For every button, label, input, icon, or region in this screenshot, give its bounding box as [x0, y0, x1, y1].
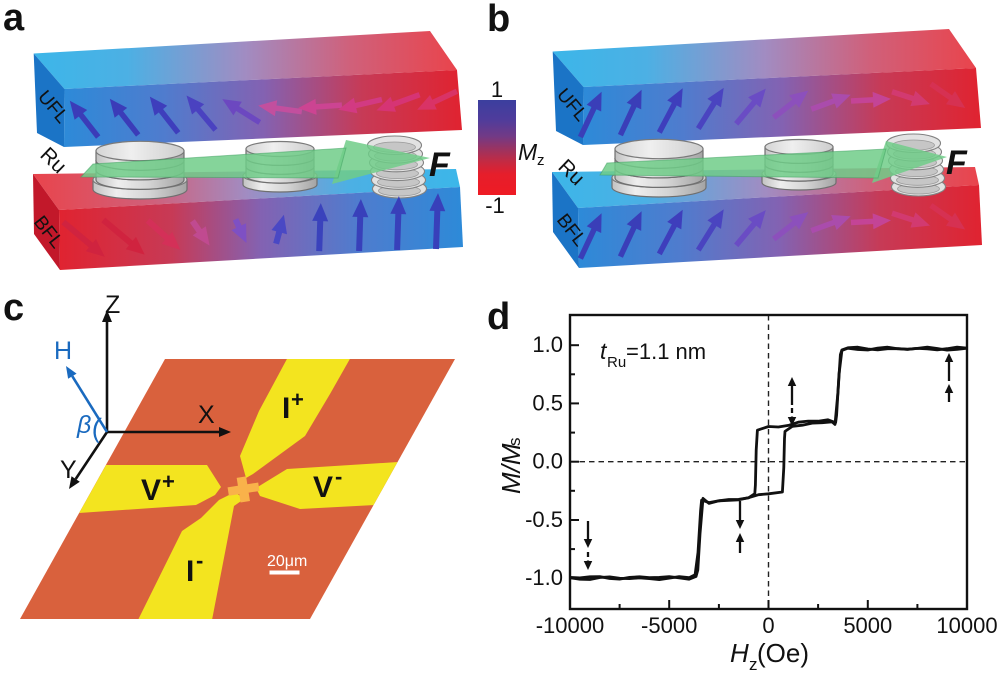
svg-text:H: H — [730, 638, 749, 668]
svg-text:I: I — [282, 392, 290, 425]
svg-text:+: + — [291, 387, 304, 412]
svg-text:a: a — [3, 0, 25, 39]
svg-text:20μm: 20μm — [267, 553, 307, 570]
svg-text:I: I — [186, 555, 194, 588]
svg-text:-1.0: -1.0 — [525, 565, 563, 590]
svg-text:b: b — [487, 0, 510, 40]
svg-text:X: X — [198, 401, 215, 429]
svg-text:Z: Z — [105, 291, 120, 319]
svg-text:c: c — [3, 287, 24, 329]
svg-text:1: 1 — [491, 77, 503, 102]
svg-text:-10000: -10000 — [536, 613, 605, 638]
svg-text:-: - — [196, 548, 203, 573]
svg-text:β: β — [76, 411, 91, 439]
svg-text:1.0: 1.0 — [532, 332, 563, 357]
svg-text:Y: Y — [60, 456, 77, 484]
svg-text:(Oe): (Oe) — [757, 638, 809, 668]
svg-text:10000: 10000 — [936, 613, 997, 638]
svg-text:=1.1 nm: =1.1 nm — [626, 339, 706, 364]
svg-text:V: V — [313, 471, 333, 504]
svg-text:0.0: 0.0 — [532, 449, 563, 474]
svg-text:t: t — [600, 338, 608, 364]
svg-text:+: + — [162, 469, 175, 494]
svg-text:0: 0 — [762, 613, 774, 638]
svg-text:F: F — [429, 146, 451, 184]
svg-text:0.5: 0.5 — [532, 390, 563, 415]
svg-text:d: d — [487, 296, 510, 338]
svg-text:z: z — [749, 655, 758, 674]
svg-text:z: z — [537, 152, 545, 169]
svg-text:-: - — [335, 464, 342, 489]
svg-text:M/M: M/M — [496, 443, 526, 494]
svg-text:H: H — [54, 337, 72, 365]
svg-text:-5000: -5000 — [641, 613, 697, 638]
svg-text:5000: 5000 — [843, 613, 892, 638]
svg-text:F: F — [946, 144, 968, 182]
svg-text:V: V — [141, 474, 161, 507]
svg-text:(: ( — [90, 412, 102, 443]
svg-text:Ru: Ru — [607, 354, 626, 371]
svg-text:s: s — [505, 438, 524, 447]
svg-text:-1: -1 — [485, 193, 505, 218]
svg-text:-0.5: -0.5 — [525, 507, 563, 532]
svg-text:M: M — [518, 139, 538, 165]
